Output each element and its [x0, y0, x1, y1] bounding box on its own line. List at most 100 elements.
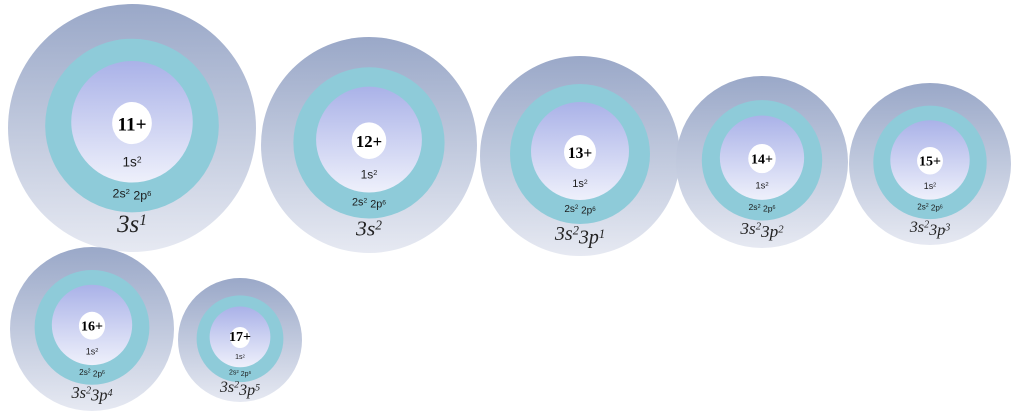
orbital-label: 2p	[241, 371, 249, 378]
inner-shell-label: 1s2​	[122, 154, 141, 169]
electron-count: 4	[107, 388, 112, 399]
electron-count: 2	[242, 353, 245, 358]
middle-shell-label: 2s2​ 2p6​	[749, 202, 776, 213]
middle-shell-label: 2s2​ 2p6​	[352, 196, 386, 210]
nucleus	[917, 146, 943, 175]
electron-count: 2	[137, 155, 142, 165]
orbital-label: 3s	[909, 218, 924, 236]
orbital-label: 2p	[370, 198, 382, 210]
middle-shell-label: 2s2​ 2p6​	[229, 369, 252, 378]
electron-count: 2	[236, 369, 239, 374]
orbital-label: 1s	[924, 181, 934, 191]
nuclear-charge: 14+	[751, 153, 773, 168]
orbital-label: 1s	[122, 154, 137, 169]
electron-count: 2	[373, 168, 377, 177]
electron-count: 2	[126, 187, 130, 196]
orbital-label: 2p	[931, 204, 941, 213]
middle-shell-label: 2s2​ 2p6​	[917, 202, 943, 212]
middle-shell-label: 2s2​ 2p6​	[564, 204, 596, 217]
electron-count: 6	[249, 370, 252, 375]
electron-count: 1	[139, 212, 147, 229]
orbital-label: 2s	[352, 196, 364, 208]
electron-count: 6	[102, 370, 105, 376]
orbital-label: 1s	[235, 354, 243, 361]
orbital-label: 3p	[928, 221, 945, 239]
orbital-label: 2p	[763, 204, 773, 214]
electron-count: 2	[933, 183, 936, 189]
atom-11-plus: 11+ 1s2​ 2s2​ 2p6​ 3s1​	[8, 4, 256, 252]
valence-configuration: 3s2​3p3​	[909, 218, 951, 239]
orbital-label: 3s	[116, 211, 139, 238]
nuclear-charge: 11+	[117, 114, 146, 135]
electron-count: 2	[778, 224, 784, 235]
nucleus	[78, 311, 106, 340]
nuclear-charge: 17+	[229, 330, 251, 345]
electron-count: 2	[756, 221, 762, 232]
electron-count: 2	[375, 218, 382, 233]
electron-count: 2	[573, 223, 579, 237]
inner-shell-label: 1s2​	[572, 178, 588, 190]
electron-count: 2	[584, 179, 588, 186]
orbital-label: 1s	[86, 346, 96, 356]
nucleus	[351, 122, 387, 160]
electron-count: 2	[765, 182, 768, 188]
atom-13-plus: 13+ 1s2​ 2s2​ 2p6​ 3s2​3p1​	[480, 56, 680, 256]
orbital-label: 3s	[355, 217, 375, 241]
atom-14-plus: 14+ 1s2​ 2s2​ 2p6​ 3s2​3p2​	[676, 76, 848, 248]
inner-shell-label: 1s2​	[361, 167, 378, 181]
atom-17-plus: 17+ 1s2​ 2s2​ 2p6​3s2​3p5​	[178, 278, 302, 402]
electron-count: 2	[86, 385, 91, 396]
inner-shell-label: 1s2​	[924, 181, 936, 191]
orbital-label: 3s	[554, 223, 573, 245]
electron-count: 2	[926, 203, 929, 209]
electron-count: 2	[95, 348, 98, 354]
orbital-label: 3s	[219, 379, 234, 396]
electron-count: 2	[924, 220, 929, 231]
inner-shell-label: 1s2​	[235, 353, 245, 361]
orbital-label: 2s	[113, 186, 126, 200]
electron-count: 6	[773, 205, 776, 211]
orbital-label: 2p	[133, 189, 147, 203]
nuclear-charge: 12+	[356, 132, 382, 151]
orbital-label: 2p	[93, 369, 103, 378]
electron-count: 2	[575, 204, 579, 211]
atom-16-plus: 16+ 1s2​ 2s2​ 2p6​ 3s2​3p4​	[10, 247, 174, 411]
orbital-label: 3p	[238, 382, 255, 399]
electron-count: 3	[944, 222, 950, 233]
orbital-label: 3p	[578, 226, 599, 248]
orbital-label: 3p	[90, 386, 107, 405]
orbital-label: 3s	[739, 219, 756, 238]
orbital-label: 2s	[564, 204, 575, 215]
electron-count: 6	[147, 189, 151, 198]
valence-configuration: 3s2​	[355, 217, 382, 241]
electron-count: 2	[234, 380, 239, 391]
middle-shell-label: 2s2​ 2p6​	[79, 368, 105, 378]
nuclear-charge: 13+	[568, 145, 593, 162]
inner-shell-label: 1s2​	[755, 181, 768, 192]
valence-configuration: 3s2​3p4​	[70, 383, 112, 405]
nucleus	[748, 143, 776, 174]
valence-configuration: 3s2​3p2​	[739, 219, 784, 241]
orbital-label: 1s	[361, 167, 374, 181]
valence-configuration: 3s2​3p5​	[219, 379, 260, 399]
nucleus	[112, 101, 152, 145]
orbital-label: 2s	[229, 370, 237, 377]
orbital-label: 2p	[581, 206, 593, 217]
middle-shell-label: 2s2​ 2p6​	[113, 186, 152, 202]
electron-count: 1	[599, 227, 605, 241]
orbital-label: 3p	[760, 222, 779, 241]
orbital-label: 3s	[70, 383, 86, 402]
nuclear-charge: 16+	[81, 320, 103, 335]
orbital-label: 2s	[917, 202, 926, 211]
electron-count: 6	[940, 204, 943, 210]
electron-count: 2	[88, 369, 91, 375]
electron-count: 5	[255, 382, 260, 393]
valence-configuration: 3s1​	[116, 211, 147, 238]
orbital-label: 1s	[572, 178, 584, 190]
electron-count: 2	[758, 204, 761, 210]
electron-count: 2	[363, 197, 367, 204]
orbital-label: 1s	[755, 181, 765, 192]
electron-count: 6	[592, 206, 596, 213]
nucleus	[230, 326, 250, 349]
